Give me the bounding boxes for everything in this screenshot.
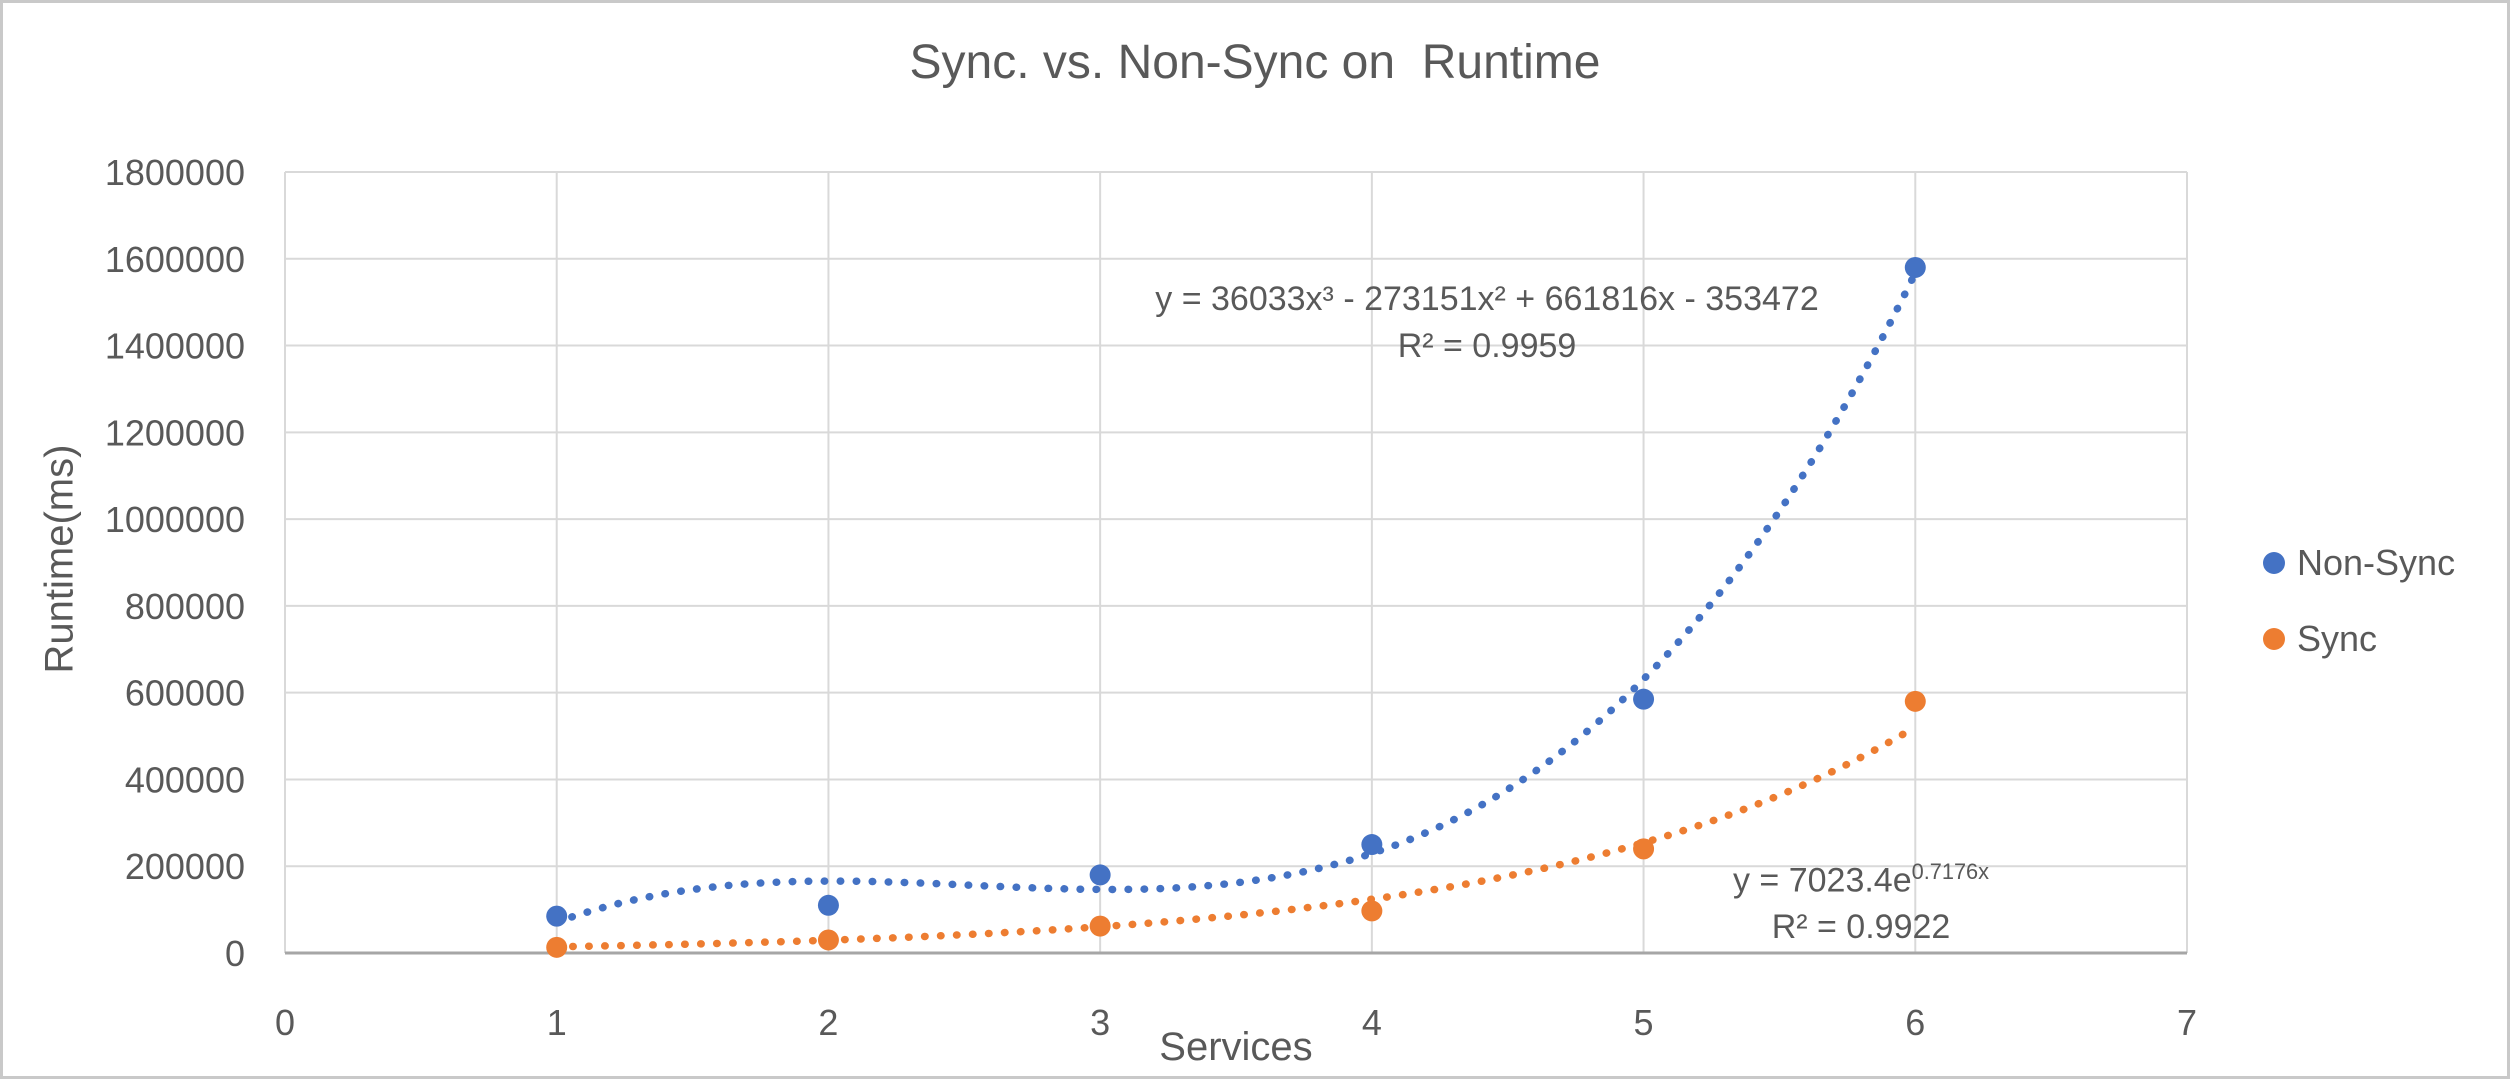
sync-legend-label: Sync	[2297, 618, 2378, 659]
legend-item-nonsync[interactable]: Non-Sync	[2263, 541, 2455, 585]
x-axis-title: Services	[1159, 1025, 1313, 1069]
legend-item-sync[interactable]: Sync	[2263, 617, 2455, 661]
y-tick-label: 1800000	[105, 152, 245, 193]
sync-equation-exponent: 0.7176x	[1911, 859, 1990, 884]
x-tick-label: 1	[547, 1002, 567, 1043]
data-point-non-sync[interactable]	[1361, 834, 1383, 856]
chart-title: Sync. vs. Non-Sync on Runtime	[909, 36, 1601, 89]
y-tick-label: 1400000	[105, 326, 245, 367]
sync-equation-base: y = 7023.4e	[1732, 861, 1912, 900]
nonsync-legend-label: Non-Sync	[2297, 542, 2456, 583]
y-tick-label: 800000	[125, 586, 245, 627]
sync-legend-marker-icon	[2263, 628, 2285, 650]
data-point-non-sync[interactable]	[1633, 688, 1655, 710]
data-point-non-sync[interactable]	[817, 894, 839, 916]
sync-trendline-equation: y = 7023.4e0.7176x R² = 0.9922	[1661, 848, 2061, 951]
data-point-non-sync[interactable]	[1089, 864, 1111, 886]
y-tick-label: 1600000	[105, 239, 245, 280]
x-tick-label: 5	[1634, 1002, 1654, 1043]
nonsync-trendline-equation: y = 36033x³ - 273151x² + 661816x - 35347…	[987, 276, 1987, 370]
data-point-sync[interactable]	[1633, 838, 1655, 860]
nonsync-equation-formula: y = 36033x³ - 273151x² + 661816x - 35347…	[1155, 280, 1819, 318]
trendline-non-sync	[552, 269, 1920, 926]
plot-area: 0 1 2 3 4 5 6 7 0 200000 400000 600000 800000 1000000…	[105, 152, 2197, 1043]
y-axis-title: Runtime(ms)	[37, 444, 82, 674]
data-point-sync[interactable]	[817, 929, 839, 951]
y-tick-label: 200000	[125, 846, 245, 887]
data-point-sync[interactable]	[546, 936, 568, 958]
data-point-non-sync[interactable]	[1904, 256, 1926, 278]
sync-equation-formula: y = 7023.4e0.7176x	[1661, 848, 2061, 904]
data-point-sync[interactable]	[1089, 915, 1111, 937]
y-tick-label: 1000000	[105, 499, 245, 540]
trendline-sync	[552, 723, 1920, 951]
y-tick-label: 0	[225, 933, 245, 974]
data-point-sync[interactable]	[1904, 690, 1926, 712]
x-tick-label: 7	[2177, 1002, 2197, 1043]
data-point-non-sync[interactable]	[546, 905, 568, 927]
sync-equation-r2: R² = 0.9922	[1771, 908, 1951, 947]
y-tick-label: 600000	[125, 673, 245, 714]
x-tick-label: 6	[1905, 1002, 1925, 1043]
x-tick-label: 3	[1090, 1002, 1110, 1043]
data-point-sync[interactable]	[1361, 900, 1383, 922]
x-tick-label: 0	[275, 1002, 295, 1043]
legend: Non-Sync Sync	[2263, 541, 2455, 661]
y-tick-label: 400000	[125, 759, 245, 800]
x-tick-label: 4	[1362, 1002, 1382, 1043]
x-tick-label: 2	[818, 1002, 838, 1043]
y-tick-label: 1200000	[105, 412, 245, 453]
nonsync-equation-r2: R² = 0.9959	[1397, 327, 1577, 365]
nonsync-legend-marker-icon	[2263, 552, 2285, 574]
